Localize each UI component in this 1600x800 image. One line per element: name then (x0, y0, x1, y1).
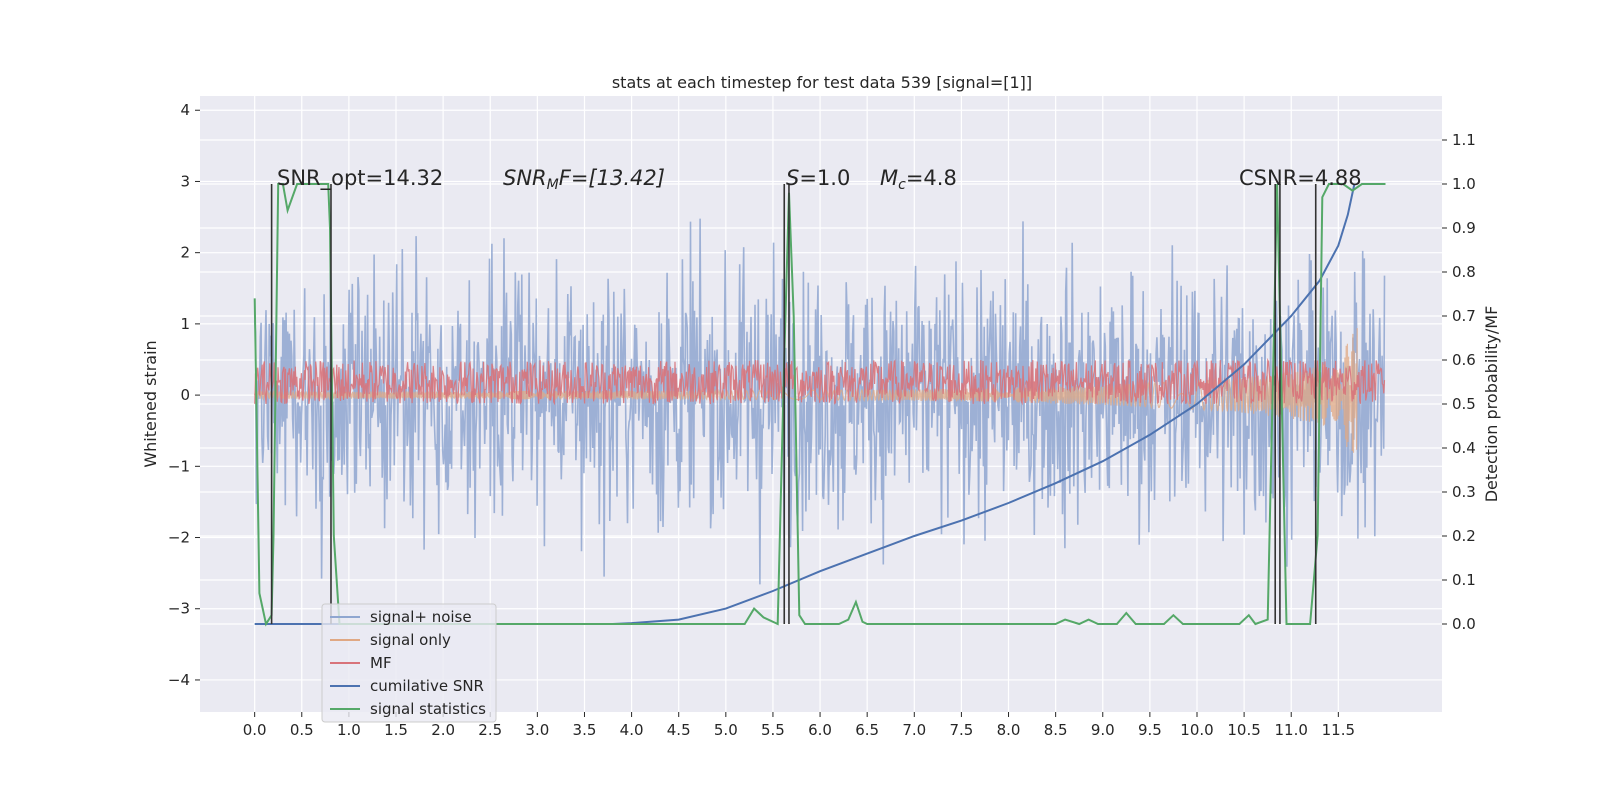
x-tick-label-5: 2.5 (478, 721, 502, 739)
y-left-tick-label-5: −1 (168, 457, 190, 475)
x-tick-label-20: 10.0 (1180, 721, 1213, 739)
mf-line (254, 357, 1386, 406)
x-tick-label-4: 2.0 (431, 721, 455, 739)
legend-label-signal-noise: signal+ noise (370, 608, 472, 626)
y-right-tick-label-1: 1.0 (1452, 175, 1476, 193)
annotation-mc-base: M (880, 166, 898, 190)
y-right-tick-label-4: 0.7 (1452, 307, 1476, 325)
legend-label-signal-only: signal only (370, 631, 451, 649)
series-mf (254, 357, 1386, 406)
annotation-snr-mf-base: SNR (503, 166, 547, 190)
y-left-tick-label-3: 1 (180, 315, 190, 333)
x-tick-label-22: 11.0 (1275, 721, 1308, 739)
x-tick-label-2: 1.0 (337, 721, 361, 739)
x-tick-label-17: 8.5 (1044, 721, 1068, 739)
y-left-tick-label-6: −2 (168, 529, 190, 547)
y-left-tick-label-4: 0 (180, 386, 190, 404)
series-signal-noise (253, 218, 1386, 585)
x-tick-label-1: 0.5 (290, 721, 314, 739)
annotation-snr-mf: SNRMF=[13.42] (503, 166, 665, 193)
annotation-s-tail: =1.0 (799, 166, 850, 190)
y-left-tick-label-0: 4 (180, 101, 190, 119)
y-right-tick-label-2: 0.9 (1452, 219, 1476, 237)
y-right-tick-label-6: 0.5 (1452, 395, 1476, 413)
x-tick-label-6: 3.0 (525, 721, 549, 739)
annotation-mc-sub: c (898, 177, 906, 193)
y-left-tick-labels: 4 3 2 1 0 −1 −2 −3 −4 (168, 101, 200, 689)
legend-box (321, 603, 497, 723)
x-tick-label-7: 3.5 (573, 721, 597, 739)
x-tick-label-23: 11.5 (1322, 721, 1355, 739)
y-right-tick-label-11: 0.0 (1452, 615, 1476, 633)
signal-noise-line (253, 218, 1386, 585)
cumulative-snr-line (254, 183, 1356, 625)
x-tick-label-11: 5.5 (761, 721, 785, 739)
annotation-s: S=1.0 (786, 166, 850, 190)
y-right-tick-label-8: 0.3 (1452, 483, 1476, 501)
y-right-tick-label-3: 0.8 (1452, 263, 1476, 281)
x-tick-label-18: 9.0 (1091, 721, 1115, 739)
x-tick-label-15: 7.5 (949, 721, 973, 739)
y-right-tick-label-10: 0.1 (1452, 571, 1476, 589)
annotation-mc: Mc=4.8 (880, 166, 957, 193)
x-tick-labels: 0.0 0.5 1.0 1.5 2.0 2.5 3.0 3.5 4.0 4.5 5.0 5.5 6.0 6… (243, 712, 1355, 739)
annotation-snr-opt: SNR_opt=14.32 (277, 166, 443, 191)
legend-label-cumulative-snr: cumilative SNR (370, 677, 484, 695)
x-tick-label-16: 8.0 (997, 721, 1021, 739)
y-right-tick-labels: 1.1 1.0 0.9 0.8 0.7 0.6 0.5 0.4 0.3 0.2 0.1 0.0 (1442, 131, 1476, 633)
annotation-snr-mf-sub: M (547, 177, 559, 193)
y-right-axis-label: Detection probability/MF (1482, 306, 1501, 503)
annotation-s-base: S (786, 166, 799, 190)
annotation-csnr: CSNR=4.88 (1239, 166, 1362, 190)
annotation-mc-tail: =4.8 (906, 166, 957, 190)
y-left-tick-label-2: 2 (180, 244, 190, 262)
chart-title: stats at each timestep for test data 539… (612, 73, 1032, 92)
x-tick-label-3: 1.5 (384, 721, 408, 739)
y-left-tick-label-1: 3 (180, 172, 190, 190)
y-right-tick-label-5: 0.6 (1452, 351, 1476, 369)
y-right-tick-label-7: 0.4 (1452, 439, 1476, 457)
x-tick-label-21: 10.5 (1227, 721, 1260, 739)
y-right-tick-label-9: 0.2 (1452, 527, 1476, 545)
x-tick-label-12: 6.0 (808, 721, 832, 739)
y-right-tick-label-0: 1.1 (1452, 131, 1476, 149)
x-tick-label-0: 0.0 (243, 721, 267, 739)
x-tick-label-8: 4.0 (620, 721, 644, 739)
x-tick-label-9: 4.5 (667, 721, 691, 739)
x-tick-label-13: 6.5 (855, 721, 879, 739)
annotation-snr-mf-tail: F=[13.42] (559, 166, 665, 190)
vertical-markers (270, 184, 1317, 624)
legend: signal+ noise signal only MF cumilative … (321, 603, 497, 723)
y-left-tick-label-7: −3 (168, 600, 190, 618)
legend-label-signal-statistics: signal statistics (370, 700, 486, 718)
y-left-tick-label-8: −4 (168, 671, 190, 689)
x-tick-label-10: 5.0 (714, 721, 738, 739)
x-tick-label-19: 9.5 (1138, 721, 1162, 739)
series-cumulative-snr (254, 183, 1356, 625)
x-tick-label-14: 7.0 (902, 721, 926, 739)
y-left-axis-label: Whitened strain (141, 340, 160, 467)
legend-label-mf: MF (370, 654, 392, 672)
